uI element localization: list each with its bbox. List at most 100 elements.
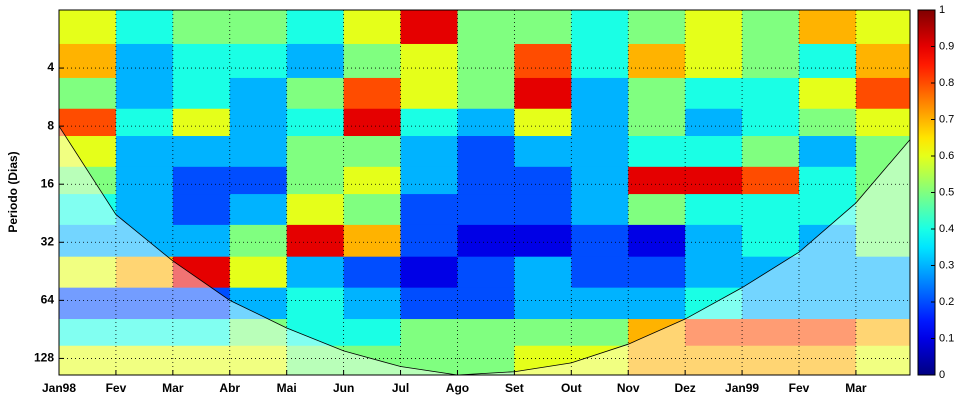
heat-cell <box>742 77 800 110</box>
heat-cell <box>172 194 231 226</box>
x-tick-label: Dez <box>674 381 695 395</box>
heat-cell <box>115 166 174 195</box>
heat-cell <box>59 345 117 375</box>
heat-cell <box>685 256 743 289</box>
heat-cell <box>514 136 572 168</box>
heat-cell <box>628 319 686 347</box>
heat-cell <box>742 108 800 137</box>
y-tick-label: 128 <box>34 351 54 365</box>
heat-cell <box>343 43 402 79</box>
y-tick-label: 8 <box>47 118 54 132</box>
y-tick-label: 32 <box>41 234 55 248</box>
colorbar-tick-label: 0.2 <box>939 296 954 308</box>
heat-cell <box>514 256 572 289</box>
heat-cell <box>742 10 800 45</box>
heat-cell <box>59 287 117 320</box>
heat-cell <box>799 256 857 289</box>
y-tick-label: 4 <box>47 60 54 74</box>
heat-cell <box>286 224 345 258</box>
heat-cell <box>59 194 117 226</box>
heat-cell <box>685 166 743 195</box>
heat-cell <box>286 43 345 79</box>
heat-cell <box>571 166 629 195</box>
heat-cell <box>115 345 174 375</box>
plot-area <box>59 10 910 375</box>
heat-cell <box>855 108 910 137</box>
heat-cell <box>59 77 117 110</box>
heat-cell <box>457 43 515 79</box>
heat-cell <box>286 108 345 137</box>
heat-cell <box>742 345 800 375</box>
heat-cell <box>115 43 174 79</box>
x-tick-label: Ago <box>446 381 469 395</box>
colorbar-tick-label: 0.5 <box>939 186 954 198</box>
heat-cell <box>286 136 345 168</box>
heat-cell <box>115 136 174 168</box>
x-tick-label: Nov <box>617 381 640 395</box>
colorbar-tick-label: 0.8 <box>939 77 954 89</box>
heat-cell <box>286 194 345 226</box>
heat-cell <box>514 224 572 258</box>
heat-cell <box>172 10 231 45</box>
heat-cell <box>742 224 800 258</box>
heat-cell <box>855 256 910 289</box>
heat-cell <box>400 287 458 320</box>
heat-cell <box>685 319 743 347</box>
x-tick-label: Set <box>505 381 524 395</box>
x-tick-label: Jun <box>333 381 354 395</box>
heat-cell <box>855 345 910 375</box>
heat-cell <box>172 287 231 320</box>
x-tick-label: Jul <box>392 381 409 395</box>
heat-cell <box>229 166 288 195</box>
colorbar-tick-label: 0.1 <box>939 332 954 344</box>
heat-cell <box>742 287 800 320</box>
plot-frame <box>58 9 911 376</box>
heat-cell <box>286 10 345 45</box>
colorbar-tick-label: 0.9 <box>939 40 954 52</box>
colorbar-tick-label: 0.7 <box>939 113 954 125</box>
heat-cell <box>799 166 857 195</box>
heat-cell <box>457 194 515 226</box>
colorbar-tick-label: 0.6 <box>939 150 954 162</box>
heat-cell <box>628 136 686 168</box>
heat-cell <box>571 77 629 110</box>
heat-cell <box>229 345 288 375</box>
heat-cell <box>571 136 629 168</box>
heat-cell <box>799 43 857 79</box>
heat-cell <box>685 345 743 375</box>
heat-cell <box>343 136 402 168</box>
heat-cell <box>628 287 686 320</box>
y-tick-label: 64 <box>41 293 55 307</box>
heat-cell <box>400 319 458 347</box>
heat-cell <box>343 256 402 289</box>
heat-cell <box>457 224 515 258</box>
colorbar: 0 0.1 0.2 0.3 0.4 0.5 0.6 0.7 0.8 0.9 1 <box>917 4 954 381</box>
heat-cell <box>628 345 686 375</box>
heat-cell <box>286 287 345 320</box>
x-tick-label: Mai <box>277 381 297 395</box>
heat-cell <box>514 108 572 137</box>
heat-cell <box>799 10 857 45</box>
heat-cell <box>59 43 117 79</box>
x-tick-label: Jan98 <box>42 381 76 395</box>
heat-cell <box>59 108 117 137</box>
heat-cell <box>855 77 910 110</box>
colorbar-tick-label: 0 <box>939 369 945 381</box>
heat-cell <box>400 256 458 289</box>
heat-cell <box>799 287 857 320</box>
heat-cell <box>457 108 515 137</box>
y-tick-label: 16 <box>41 176 55 190</box>
heat-cell <box>799 319 857 347</box>
heat-cell <box>286 345 345 375</box>
heat-cell <box>742 166 800 195</box>
heat-cell <box>172 108 231 137</box>
heat-cell <box>115 108 174 137</box>
heat-cell <box>799 345 857 375</box>
heat-cell <box>457 319 515 347</box>
heat-cell <box>343 224 402 258</box>
heat-cell <box>799 224 857 258</box>
heat-cell <box>685 224 743 258</box>
heat-cell <box>229 256 288 289</box>
heat-cell <box>59 256 117 289</box>
heat-cell <box>229 77 288 110</box>
